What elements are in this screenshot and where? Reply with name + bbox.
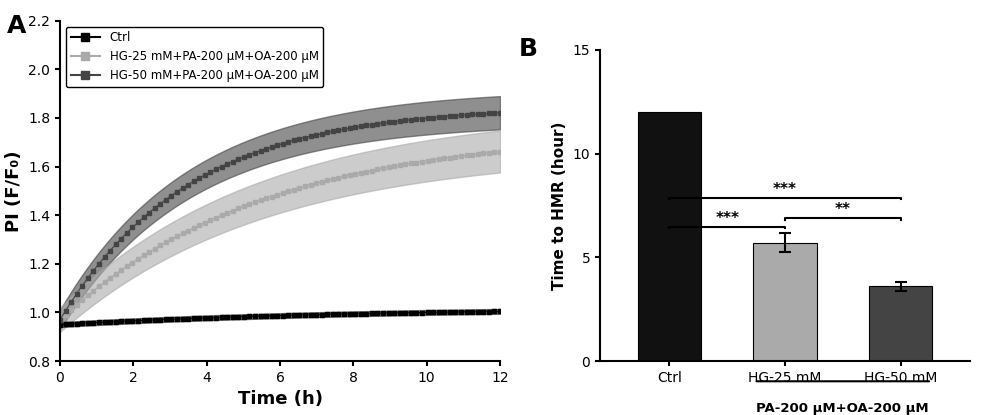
Bar [869,286,932,361]
Text: ***: *** [715,210,739,225]
Bar [753,243,817,361]
Text: **: ** [835,202,851,217]
Text: B: B [519,37,538,61]
Y-axis label: PI (F/F₀): PI (F/F₀) [5,150,23,232]
Y-axis label: Time to HMR (hour): Time to HMR (hour) [552,121,567,290]
Text: ***: *** [773,181,797,196]
Legend: Ctrl, HG-25 mM+PA-200 μM+OA-200 μM, HG-50 mM+PA-200 μM+OA-200 μM: Ctrl, HG-25 mM+PA-200 μM+OA-200 μM, HG-5… [66,27,323,87]
Text: A: A [7,14,27,38]
Text: PA-200 μM+OA-200 μM: PA-200 μM+OA-200 μM [757,402,929,415]
Bar [638,112,701,361]
X-axis label: Time (h): Time (h) [238,391,322,408]
